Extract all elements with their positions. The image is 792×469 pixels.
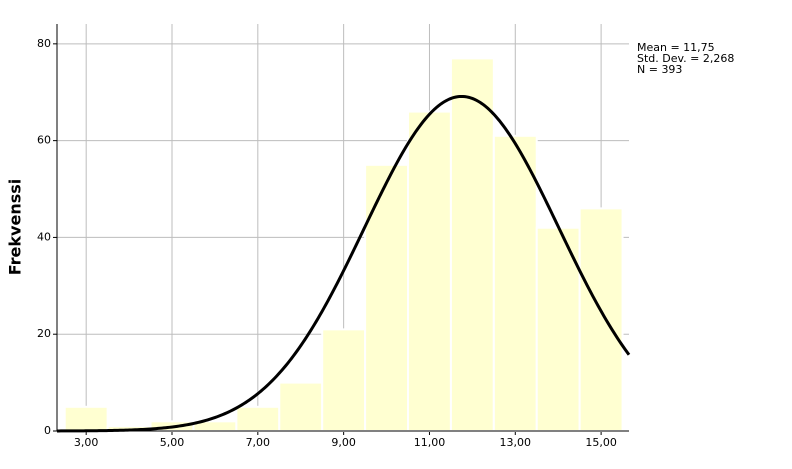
stat-n: N = 393 <box>637 63 682 76</box>
y-tick-label: 60 <box>37 134 51 147</box>
y-tick-label: 0 <box>44 424 51 437</box>
bar <box>63 405 109 432</box>
x-tick-label: 7,00 <box>246 436 271 449</box>
stat-sd: Std. Dev. = 2,268 <box>637 52 734 65</box>
x-tick-label: 3,00 <box>74 436 99 449</box>
bar <box>321 328 367 432</box>
bar <box>235 405 281 432</box>
bar <box>364 163 410 433</box>
bar <box>449 57 495 432</box>
x-tick-label: 9,00 <box>331 436 356 449</box>
bar <box>492 134 538 433</box>
x-tick-label: 5,00 <box>160 436 185 449</box>
y-tick-label: 40 <box>37 230 51 243</box>
stat-mean: Mean = 11,75 <box>637 41 715 54</box>
normal-curve <box>57 94 631 433</box>
x-tick-label: 11,00 <box>414 436 446 449</box>
y-tick-label: 20 <box>37 327 51 340</box>
y-axis-label: Frekvenssi <box>6 179 25 276</box>
bar <box>407 110 452 432</box>
bar <box>278 381 324 432</box>
x-tick-label: 15,00 <box>585 436 617 449</box>
x-tick-label: 13,00 <box>500 436 532 449</box>
bar <box>578 207 624 432</box>
y-tick-label: 80 <box>37 37 51 50</box>
